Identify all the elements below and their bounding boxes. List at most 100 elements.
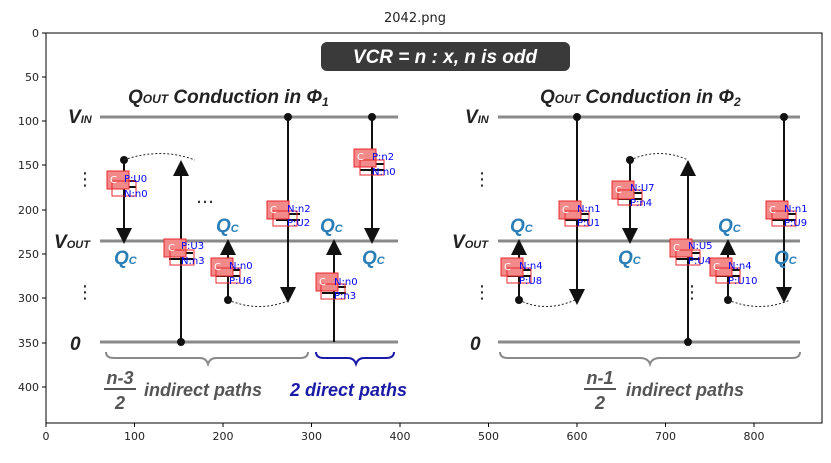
- annotation-frame: [675, 249, 701, 266]
- qc-label: QC: [362, 248, 386, 269]
- annotation-p: P:U3: [181, 241, 204, 252]
- indirect-paths-text: indirect paths: [144, 380, 262, 400]
- annotation-n: P:U1: [577, 218, 600, 229]
- vertical-ellipsis: ⋮: [76, 169, 94, 190]
- vin-label: VIN: [465, 107, 490, 128]
- vcr-banner: [321, 42, 570, 71]
- annotation-p: N:n0: [334, 277, 358, 288]
- annotation-c: C: [214, 262, 221, 273]
- annotation-frame: [215, 267, 241, 284]
- annotation-p: N:n4: [728, 261, 752, 272]
- node-dot: [177, 338, 185, 346]
- annotation-c: C: [270, 205, 277, 216]
- annotation-p: P:n2: [372, 152, 394, 163]
- qc-label: QC: [510, 216, 534, 237]
- y-tick-label: 150: [18, 159, 39, 172]
- annotation-c: C: [713, 262, 720, 273]
- annotation-p: N:n2: [287, 204, 311, 215]
- annotation-frame: [320, 283, 346, 300]
- annotation-frame: [169, 249, 195, 266]
- y-axis: 0 50 100 150 200 250 300 350 400: [18, 27, 46, 394]
- annotation-n: P:U10: [728, 276, 757, 287]
- horizontal-ellipsis: …: [196, 187, 214, 208]
- y-tick-label: 0: [32, 27, 39, 40]
- x-tick-label: 100: [124, 430, 145, 443]
- right-title: QOUT Conduction in Φ2: [540, 87, 741, 109]
- qc-label: QC: [718, 216, 742, 237]
- dotted-path: [629, 153, 689, 161]
- qc-label: QC: [216, 216, 240, 237]
- annotation-frame: [617, 189, 643, 206]
- ground-label: 0: [70, 334, 81, 355]
- left-title: QOUT Conduction in Φ1: [128, 87, 329, 109]
- x-tick-label: 500: [478, 430, 499, 443]
- y-tick-label: 300: [18, 292, 39, 305]
- x-tick-label: 800: [744, 430, 765, 443]
- annotation-c: C: [357, 152, 364, 163]
- vertical-ellipsis: ⋮: [473, 282, 491, 303]
- x-tick-label: 400: [390, 430, 411, 443]
- annotation-n: P:U9: [784, 218, 807, 229]
- indirect-fraction-den: 2: [594, 393, 605, 413]
- annotation-c: C: [673, 243, 680, 254]
- x-tick-label: 700: [655, 430, 676, 443]
- qc-label: QC: [320, 216, 344, 237]
- vout-label: VOUT: [54, 232, 91, 253]
- annotation-c: C: [615, 185, 622, 196]
- annotation-frame: [771, 210, 797, 227]
- annotation-c: C: [504, 262, 511, 273]
- annotation-n: N:n0: [372, 167, 396, 178]
- annotation-c: C: [319, 277, 326, 288]
- annotation-frame: [359, 159, 385, 176]
- annotation-frame: [272, 210, 298, 227]
- annotation-p: N:n1: [577, 204, 601, 215]
- annotation-n: P:U6: [229, 276, 252, 287]
- y-tick-label: 400: [18, 381, 39, 394]
- dotted-path: [123, 153, 196, 161]
- qc-label: QC: [114, 248, 138, 269]
- x-tick-label: 300: [301, 430, 322, 443]
- annotation-n: P:U4: [688, 256, 711, 267]
- qc-label: QC: [618, 248, 642, 269]
- indirect-fraction-num: n-1: [587, 368, 614, 388]
- y-tick-label: 200: [18, 204, 39, 217]
- annotation-p: N:U7: [630, 183, 655, 194]
- annotation-c: C: [562, 205, 569, 216]
- annotation-n: P:n4: [630, 198, 652, 209]
- direct-brace: [315, 351, 395, 368]
- x-tick-label: 200: [213, 430, 234, 443]
- indirect-brace: [105, 351, 309, 368]
- node-dot: [573, 113, 581, 121]
- annotations: C P:U0 N:n0 C P:U3 N:n3 C N:n0 P:U6 C N:…: [106, 148, 808, 302]
- vertical-ellipsis: ⋮: [683, 282, 701, 303]
- window-title: 2042.png: [384, 11, 446, 26]
- indirect-fraction-num: n-3: [107, 368, 134, 388]
- y-tick-label: 250: [18, 248, 39, 261]
- y-tick-label: 350: [18, 337, 39, 350]
- qc-label: QC: [774, 248, 798, 269]
- direct-paths-text: 2 direct paths: [289, 380, 407, 400]
- annotation-frame: [564, 210, 590, 227]
- node-dot: [780, 113, 788, 121]
- annotation-c: C: [110, 175, 117, 186]
- annotation-n: P:U2: [287, 218, 310, 229]
- y-tick-label: 100: [18, 115, 39, 128]
- vertical-ellipsis: ⋮: [76, 282, 94, 303]
- annotation-frame: [715, 267, 741, 284]
- indirect-brace: [499, 351, 801, 368]
- indirect-paths-text: indirect paths: [626, 380, 744, 400]
- x-tick-label: 600: [567, 430, 588, 443]
- x-axis: 0 100 200 300 400 500 600 700 800: [43, 423, 765, 443]
- node-dot: [284, 113, 292, 121]
- annotation-p: P:U0: [124, 174, 147, 185]
- vin-label: VIN: [68, 107, 93, 128]
- x-tick-label: 0: [43, 430, 50, 443]
- indirect-fraction-den: 2: [114, 393, 125, 413]
- annotation-c: C: [168, 243, 175, 254]
- annotation-p: N:n0: [229, 261, 253, 272]
- annotation-frame: [506, 267, 532, 284]
- annotation-n: P:n3: [334, 291, 356, 302]
- node-dot: [368, 113, 376, 121]
